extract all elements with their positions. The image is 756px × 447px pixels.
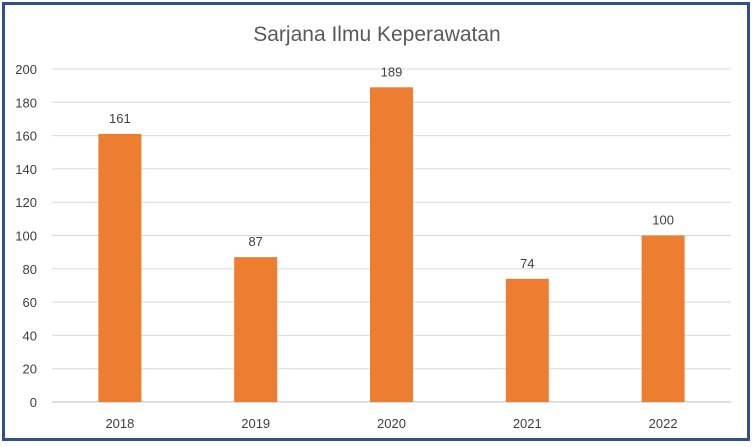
bars (98, 87, 685, 402)
y-tick-label: 20 (23, 362, 37, 377)
x-tick-label: 2022 (649, 416, 678, 431)
x-tick-label: 2019 (241, 416, 270, 431)
bar-2018 (98, 133, 142, 402)
data-label-2021: 74 (520, 256, 534, 271)
bar-2019 (234, 257, 278, 402)
y-tick-label: 60 (23, 295, 37, 310)
x-tick-label: 2021 (513, 416, 542, 431)
y-tick-label: 180 (15, 95, 37, 110)
y-tick-label: 80 (23, 262, 37, 277)
y-tick-label: 160 (15, 129, 37, 144)
y-tick-label: 120 (15, 195, 37, 210)
x-tick-label: 2020 (377, 416, 406, 431)
y-tick-label: 40 (23, 328, 37, 343)
bar-2022 (641, 235, 685, 402)
bar-2020 (370, 87, 413, 402)
x-tick-label: 2018 (105, 416, 134, 431)
x-axis-ticks: 2018 2019 2020 2021 2022 (105, 416, 677, 431)
y-tick-label: 140 (15, 162, 37, 177)
data-label-2020: 189 (381, 64, 403, 79)
y-axis-ticks: 0 20 40 60 80 100 120 140 160 180 200 (15, 62, 37, 410)
data-label-2018: 161 (109, 111, 131, 126)
data-label-2019: 87 (248, 234, 262, 249)
y-tick-label: 200 (15, 62, 37, 77)
data-labels: 161 87 189 74 100 (109, 64, 674, 270)
chart-title: Sarjana Ilmu Keperawatan (253, 23, 500, 46)
y-tick-label: 0 (30, 395, 37, 410)
data-label-2022: 100 (652, 213, 674, 228)
bar-2021 (505, 278, 549, 402)
y-tick-label: 100 (15, 229, 37, 244)
